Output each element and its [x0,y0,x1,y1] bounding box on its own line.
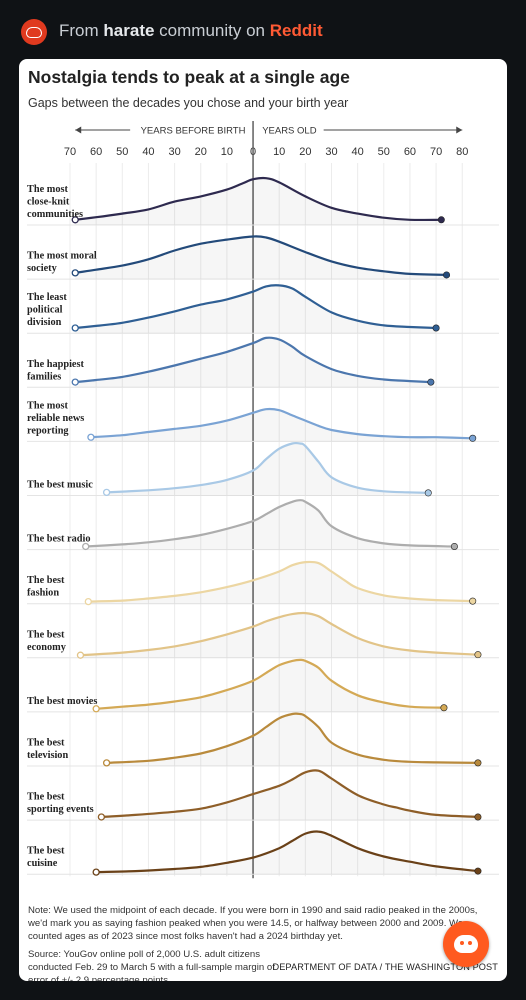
chart-subtitle: Gaps between the decades you chose and y… [28,96,349,110]
series-start-marker [71,324,79,332]
series-end-marker [443,271,451,279]
series-end-marker [432,324,440,332]
post-source: From harate community on Reddit [59,21,323,41]
series-start-marker [76,651,85,659]
snoo-mascot-icon[interactable] [443,921,489,967]
x-tick-label: 50 [378,146,390,158]
series-label: The best economy [27,629,67,653]
series-label: The happiest families [27,359,85,383]
series-line [75,284,437,330]
series-start-marker [97,813,106,821]
series-end-marker [427,378,435,386]
series-end-marker [424,489,432,497]
series-line [96,658,444,710]
axis-label-years-before-birth: YEARS BEFORE BIRTH [141,126,246,137]
series-line [75,176,442,222]
series-line [101,769,478,819]
series-line [106,441,429,494]
x-tick-label: 70 [430,146,442,158]
series-line [96,830,479,874]
ridgeline-chart: YEARS BEFORE BIRTH YEARS OLD 70 60 50 40 30 20 1… [27,121,499,879]
series-area [107,443,429,496]
x-tick-label: 30 [168,146,180,158]
series-start-marker [84,597,92,606]
series-label: The most close-knit communities [27,184,83,220]
reddit-logo-icon[interactable] [21,19,47,45]
series-start-marker [92,705,100,713]
x-tick-label: 60 [404,146,416,158]
axis-arrow-right-head [456,126,463,134]
series-start-marker [71,216,79,224]
series-start-marker [87,433,95,441]
series-line [85,499,455,548]
series-start-marker [102,488,111,497]
series-label: The most reliable news reporting [27,400,84,436]
series-end-marker [437,216,445,224]
x-tick-label: 80 [456,146,468,158]
series-end-marker [469,434,477,442]
series-label: The best television [27,738,68,762]
chart-credit: DEPARTMENT OF DATA / THE WASHINGTON POST [272,962,498,972]
series-label: The best cuisine [27,846,65,870]
axis-arrow-left-head [75,126,82,134]
series-label: The least political division [27,292,67,328]
post-header: From harate community on Reddit [0,0,526,62]
x-tick-label: 10 [221,146,233,158]
x-tick-label: 20 [195,146,207,158]
axis-label-years-old: YEARS OLD [262,126,317,137]
x-tick-label: 60 [90,146,102,158]
series-end-marker [469,597,477,605]
x-tick-label: 10 [273,146,285,158]
series-line [106,712,478,764]
source-prefix: From [59,21,99,40]
series-end-marker [474,651,482,659]
chart-title: Nostalgia tends to peak at a single age [28,67,350,87]
series-start-marker [71,378,79,386]
x-tick-label: 20 [299,146,311,158]
x-tick-label: 70 [64,146,76,158]
series-start-marker [92,868,100,876]
source-middle: community on [159,21,265,40]
series-start-marker [82,542,90,551]
series-line [88,560,473,603]
series-start-marker [71,269,79,277]
series-line [75,235,447,276]
series-line [90,407,473,440]
x-tick-label: 40 [142,146,154,158]
x-tick-label: 40 [352,146,364,158]
series-label: The best sporting events [27,792,94,816]
chart-source: Source: YouGov online poll of 2,000 U.S.… [28,949,275,981]
series-area [96,832,478,875]
series-label: The best music [27,480,93,491]
series-area [107,714,478,766]
series-end-marker [474,759,482,767]
series-end-marker [474,813,482,821]
series-label: The best movies [27,696,97,707]
series-label: The best radio [27,534,91,545]
series-label: The best fashion [27,575,65,599]
reddit-brand-link[interactable]: Reddit [269,21,323,40]
series-start-marker [102,759,111,767]
series-area [88,562,472,604]
series-end-marker [474,867,482,875]
series-end-marker [450,542,458,550]
series-end-marker [440,704,448,712]
x-tick-label: 50 [116,146,128,158]
series-label: The most moral society [27,251,97,275]
x-tick-label: 30 [325,146,337,158]
chart-card: Nostalgia tends to peak at a single age … [19,59,507,981]
chart-note: Note: We used the midpoint of each decad… [28,905,478,942]
series-line [75,336,431,384]
series-line [80,611,478,657]
community-link[interactable]: harate [103,21,155,40]
